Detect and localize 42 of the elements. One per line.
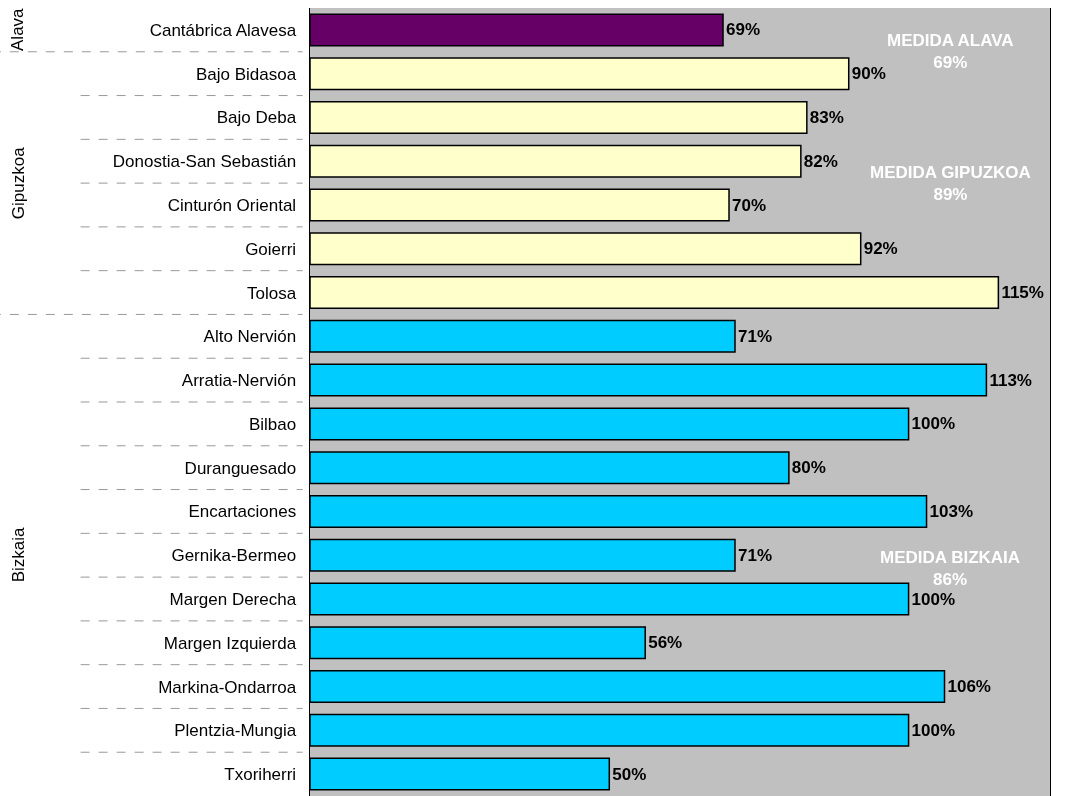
data-label: 90% (851, 64, 886, 84)
y-tick-label: Margen Izquierda (163, 633, 306, 653)
data-label: 92% (863, 239, 898, 259)
y-tick-label: Bilbao (248, 414, 306, 434)
data-label: 100% (911, 720, 956, 740)
data-label: 80% (791, 458, 826, 478)
data-label: 103% (929, 501, 974, 521)
data-label: 56% (648, 633, 683, 653)
text: Gipuzkoa (8, 146, 28, 220)
y-tick-label: Alto Nervión (203, 327, 306, 347)
data-label: 70% (732, 195, 767, 215)
data-label: 50% (612, 764, 647, 784)
annotation: MEDIDA GIPUZKOA 89% (870, 163, 1031, 205)
data-label: 113% (989, 370, 1032, 390)
y-tick-label: Duranguesado (184, 458, 306, 478)
data-label: 69% (726, 20, 761, 40)
data-label: 71% (737, 326, 773, 346)
annotation: MEDIDA BIZKAIA 86% (880, 548, 1021, 590)
y-tick-label: Gernika-Bermeo (171, 546, 306, 566)
y-tick-label: Markina-Ondarroa (158, 677, 306, 697)
y-tick-label: Plentzia-Mungia (174, 721, 306, 741)
y-tick-label: Donostia-San Sebastián (112, 152, 306, 172)
data-label: 71% (737, 545, 773, 565)
y-tick-label: Cantábrica Alavesa (149, 20, 306, 40)
y-tick-label: Encartaciones (188, 502, 306, 522)
data-label: 100% (911, 589, 956, 609)
y-tick-label: Txoriherri (224, 765, 306, 785)
data-label: 82% (803, 151, 838, 171)
data-label: 106% (947, 677, 991, 697)
y-tick-label: Margen Derecha (169, 589, 306, 609)
text: Bizkaia (8, 526, 28, 583)
y-tick-label: Bajo Bidasoa (195, 64, 306, 84)
y-tick-label: Goierri (245, 239, 306, 259)
annotation: MEDIDA ALAVA 69% (887, 31, 1014, 73)
text: Alava (8, 7, 28, 51)
data-label: 115% (1001, 283, 1044, 303)
y-tick-label: Arratia-Nervión (181, 371, 306, 391)
data-label: 83% (809, 107, 844, 127)
data-label: 100% (911, 414, 956, 434)
y-tick-label: Tolosa (247, 283, 306, 303)
y-tick-label: Bajo Deba (216, 108, 306, 128)
y-tick-label: Cinturón Oriental (167, 195, 306, 215)
